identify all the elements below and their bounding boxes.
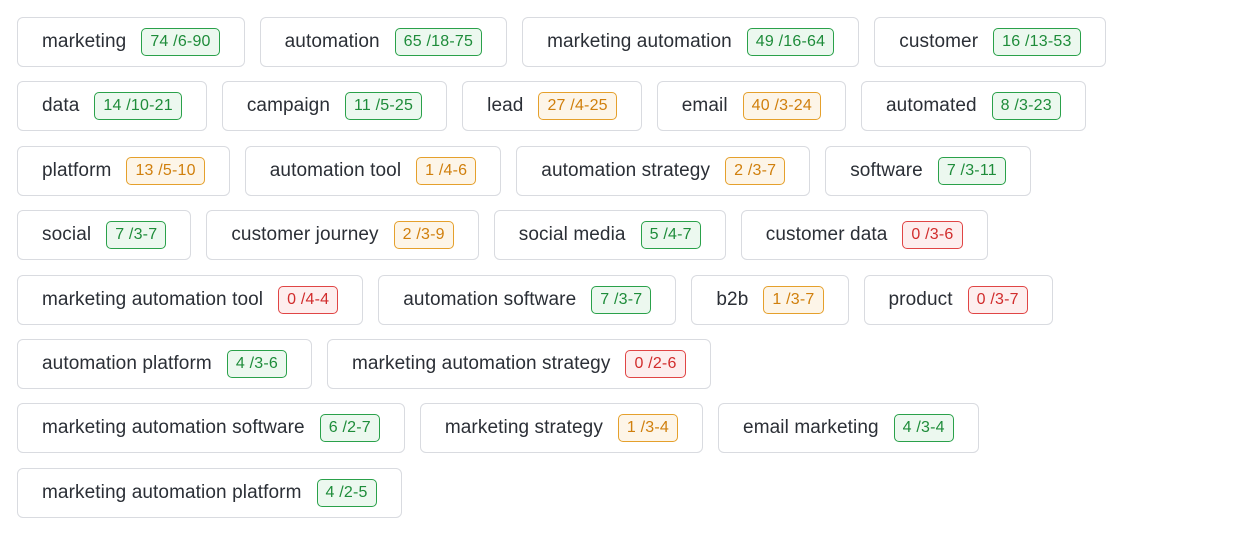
keyword-label: marketing automation bbox=[547, 31, 732, 52]
keyword-label: b2b bbox=[716, 288, 749, 310]
keyword-chip[interactable]: b2b 1 /3-7 bbox=[691, 274, 849, 325]
keyword-chip[interactable]: marketing automation tool 0 /4-4 bbox=[17, 274, 364, 325]
keyword-chip[interactable]: automated 8 /3-23 bbox=[860, 81, 1086, 132]
keyword-count-badge: 1 /3-7 bbox=[763, 285, 824, 314]
keyword-label: marketing strategy bbox=[444, 417, 603, 439]
keyword-count-badge: 7 /3-7 bbox=[591, 285, 652, 314]
keyword-label: customer data bbox=[765, 224, 888, 246]
keyword-label: automation bbox=[284, 31, 380, 52]
tag-row-5: marketing automation tool 0 /4-4 automat… bbox=[17, 274, 1239, 325]
keyword-label: email marketing bbox=[743, 417, 879, 439]
keyword-label: social bbox=[42, 224, 92, 246]
keyword-chip[interactable]: social media 5 /4-7 bbox=[493, 210, 726, 261]
keyword-label: lead bbox=[487, 95, 524, 117]
keyword-label: automation tool bbox=[269, 159, 402, 181]
keyword-count-badge: 8 /3-23 bbox=[991, 92, 1061, 121]
keyword-count-badge: 4 /2-5 bbox=[316, 478, 377, 507]
keyword-label: customer journey bbox=[231, 224, 379, 246]
keyword-label: software bbox=[850, 159, 923, 181]
keyword-chip[interactable]: marketing automation strategy 0 /2-6 bbox=[326, 338, 711, 389]
keyword-chip[interactable]: software 7 /3-11 bbox=[825, 145, 1031, 196]
keyword-count-badge: 1 /4-6 bbox=[416, 156, 477, 185]
tag-row-2: data 14 /10-21 campaign 11 /5-25 lead 27… bbox=[17, 81, 1239, 132]
keyword-count-badge: 2 /3-9 bbox=[393, 221, 454, 250]
keyword-chip[interactable]: customer 16 /13-53 bbox=[874, 17, 1106, 67]
keyword-count-badge: 27 /4-25 bbox=[538, 92, 617, 121]
keyword-count-badge: 14 /10-21 bbox=[94, 92, 182, 121]
keyword-label: marketing bbox=[42, 31, 127, 52]
keyword-count-badge: 7 /3-7 bbox=[106, 221, 167, 250]
tag-row-3: platform 13 /5-10 automation tool 1 /4-6… bbox=[17, 145, 1239, 196]
keyword-count-badge: 4 /3-6 bbox=[226, 349, 287, 378]
keyword-count-badge: 13 /5-10 bbox=[126, 156, 205, 185]
tag-row-6: automation platform 4 /3-6 marketing aut… bbox=[17, 338, 1239, 389]
keyword-chip[interactable]: lead 27 /4-25 bbox=[462, 81, 642, 132]
keyword-count-badge: 2 /3-7 bbox=[725, 156, 786, 185]
keyword-label: automation software bbox=[403, 288, 577, 310]
keyword-chip[interactable]: data 14 /10-21 bbox=[17, 81, 207, 132]
keyword-chip[interactable]: email 40 /3-24 bbox=[656, 81, 846, 132]
keyword-count-badge: 40 /3-24 bbox=[742, 92, 821, 121]
keyword-label: marketing automation strategy bbox=[351, 352, 611, 374]
keyword-count-badge: 0 /2-6 bbox=[625, 349, 686, 378]
keyword-count-badge: 1 /3-4 bbox=[617, 414, 679, 443]
keyword-label: marketing automation platform bbox=[42, 481, 302, 503]
keyword-count-badge: 65 /18-75 bbox=[394, 28, 483, 56]
keyword-label: automation platform bbox=[42, 352, 212, 374]
keyword-chip[interactable]: automation platform 4 /3-6 bbox=[17, 338, 312, 389]
keyword-chip[interactable]: automation strategy 2 /3-7 bbox=[516, 145, 811, 196]
tag-row-1: marketing 74 /6-90 automation 65 /18-75 … bbox=[17, 17, 1239, 67]
keyword-chip[interactable]: automation tool 1 /4-6 bbox=[244, 145, 502, 196]
keyword-label: automated bbox=[885, 95, 977, 117]
keyword-label: data bbox=[42, 95, 80, 117]
keyword-count-badge: 4 /3-4 bbox=[893, 414, 954, 443]
keyword-label: customer bbox=[899, 31, 979, 52]
keyword-count-badge: 49 /16-64 bbox=[746, 28, 835, 56]
keyword-label: platform bbox=[42, 159, 112, 181]
keyword-chip[interactable]: marketing strategy 1 /3-4 bbox=[419, 403, 704, 454]
keyword-label: social media bbox=[518, 224, 626, 246]
keyword-count-badge: 0 /4-4 bbox=[278, 285, 339, 314]
keyword-count-badge: 6 /2-7 bbox=[319, 414, 380, 443]
keyword-chip[interactable]: marketing 74 /6-90 bbox=[17, 17, 245, 67]
keyword-count-badge: 11 /5-25 bbox=[345, 92, 423, 121]
keyword-chip[interactable]: social 7 /3-7 bbox=[17, 210, 192, 261]
tag-row-8: marketing automation platform 4 /2-5 bbox=[17, 467, 1239, 518]
keyword-chip[interactable]: campaign 11 /5-25 bbox=[221, 81, 448, 132]
keyword-label: email bbox=[681, 95, 728, 117]
keyword-count-badge: 0 /3-6 bbox=[902, 221, 963, 250]
keyword-label: automation strategy bbox=[541, 159, 711, 181]
keyword-chip[interactable]: marketing automation platform 4 /2-5 bbox=[17, 467, 402, 518]
keyword-chip[interactable]: customer journey 2 /3-9 bbox=[206, 210, 479, 261]
keyword-chip[interactable]: product 0 /3-7 bbox=[863, 274, 1053, 325]
keyword-chip[interactable]: email marketing 4 /3-4 bbox=[718, 403, 979, 454]
keyword-label: product bbox=[888, 288, 953, 310]
keyword-count-badge: 7 /3-11 bbox=[937, 156, 1006, 185]
keyword-chip[interactable]: automation software 7 /3-7 bbox=[378, 274, 677, 325]
keyword-chip[interactable]: automation 65 /18-75 bbox=[259, 17, 508, 67]
keyword-chip[interactable]: customer data 0 /3-6 bbox=[740, 210, 988, 261]
keyword-chip[interactable]: marketing automation software 6 /2-7 bbox=[17, 403, 405, 454]
keyword-count-badge: 16 /13-53 bbox=[993, 28, 1081, 56]
keyword-label: marketing automation software bbox=[42, 417, 305, 439]
keyword-label: campaign bbox=[246, 95, 330, 117]
tag-row-4: social 7 /3-7 customer journey 2 /3-9 so… bbox=[17, 210, 1239, 261]
keyword-chip[interactable]: marketing automation 49 /16-64 bbox=[522, 17, 860, 67]
keyword-count-badge: 0 /3-7 bbox=[967, 285, 1028, 314]
keyword-label: marketing automation tool bbox=[42, 288, 264, 310]
keyword-chip[interactable]: platform 13 /5-10 bbox=[17, 145, 230, 196]
keyword-count-badge: 5 /4-7 bbox=[640, 221, 701, 250]
tag-row-7: marketing automation software 6 /2-7 mar… bbox=[17, 403, 1239, 454]
keyword-count-badge: 74 /6-90 bbox=[141, 28, 220, 56]
